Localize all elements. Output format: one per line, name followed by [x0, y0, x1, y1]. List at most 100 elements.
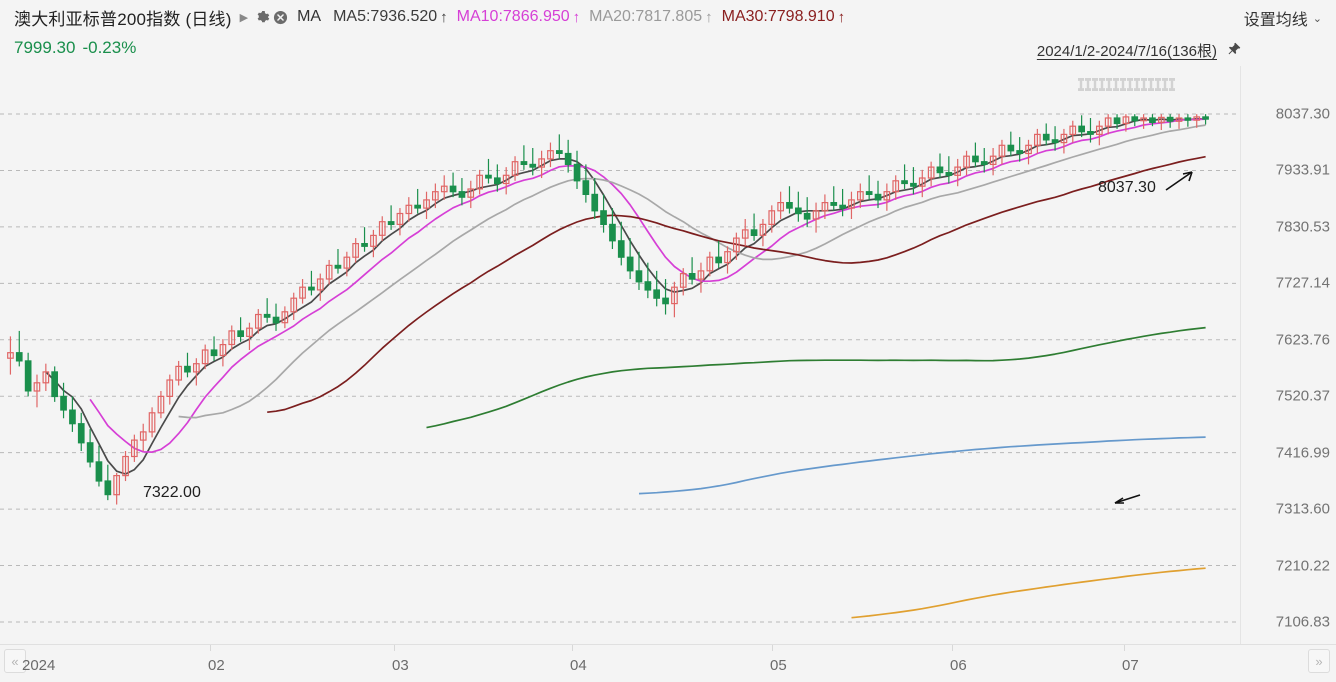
candle: [918, 169, 926, 198]
candle: [1007, 131, 1015, 157]
bar-marker: [1078, 78, 1084, 91]
candle: [51, 366, 59, 402]
ma-line-ma30: [267, 155, 1206, 414]
date-range[interactable]: 2024/1/2-2024/7/16(136根): [1036, 40, 1241, 61]
ma20-value: MA20:7817.805: [589, 8, 703, 25]
candle: [361, 227, 368, 252]
ma5-arrow: ↑: [440, 8, 448, 26]
candle: [883, 183, 891, 211]
candle: [529, 148, 537, 176]
candle: [998, 139, 1006, 165]
time-axis-label: 06: [950, 657, 967, 674]
bar-marker: [1085, 78, 1091, 91]
candle: [1087, 117, 1094, 143]
bar-marker: [1092, 78, 1098, 91]
price-axis[interactable]: 8037.30 7933.91 7830.53 7727.14 7623.76 7520.…: [1240, 66, 1336, 644]
candle: [157, 390, 165, 419]
ma-line-ma120: [638, 436, 1206, 495]
candle: [591, 178, 599, 219]
candle: [148, 407, 156, 438]
chart-plot-area[interactable]: 8037.30 7322.00: [0, 66, 1240, 644]
candle: [547, 142, 554, 168]
price-axis-label: 7416.99: [1275, 444, 1330, 462]
candle: [1078, 115, 1086, 138]
price-axis-label: 7520.37: [1275, 387, 1330, 405]
candle: [131, 434, 138, 462]
candle: [777, 191, 785, 219]
candle: [865, 175, 873, 200]
scroll-left-icon[interactable]: «: [4, 649, 26, 673]
candle: [1122, 114, 1130, 132]
price-axis-label: 7210.22: [1275, 557, 1330, 575]
candle: [219, 339, 227, 367]
price-summary: 7999.30 -0.23%: [14, 36, 136, 60]
candle: [7, 336, 14, 375]
candle: [1042, 123, 1050, 146]
candle: [520, 145, 528, 170]
candle: [830, 186, 838, 211]
candle: [963, 150, 970, 176]
candle: [1149, 114, 1156, 127]
chart-header: 澳大利亚标普200指数 (日线) ▶ MA MA5:7936.520 ↑ MA1…: [0, 0, 1336, 34]
candle: [1069, 120, 1077, 143]
candle: [42, 363, 50, 391]
high-annotation: 8037.30: [1098, 179, 1156, 196]
date-range-label[interactable]: 2024/1/2-2024/7/16(136根): [1036, 43, 1217, 60]
candle: [77, 412, 85, 452]
candle: [316, 273, 324, 301]
chevron-down-icon: ⌄: [1312, 12, 1322, 25]
candle: [892, 175, 900, 200]
scroll-right-icon[interactable]: »: [1308, 649, 1330, 673]
candle: [237, 317, 244, 342]
candle: [874, 180, 882, 209]
bar-marker: [1134, 78, 1140, 91]
candle: [15, 330, 23, 367]
candle: [405, 197, 413, 222]
candle: [272, 303, 280, 331]
candle: [414, 188, 421, 214]
bar-marker: [1127, 78, 1133, 91]
candle: [228, 325, 236, 351]
candle: [989, 148, 997, 176]
time-axis-label: 03: [392, 657, 409, 674]
time-axis-tick: [952, 645, 953, 651]
play-icon[interactable]: ▶: [239, 11, 249, 24]
candle: [839, 188, 847, 217]
time-axis-label: 04: [570, 657, 587, 674]
ma-line-ma60: [426, 326, 1206, 429]
ma30-value: MA30:7798.910: [721, 8, 835, 25]
candle: [1184, 114, 1192, 127]
candle: [927, 161, 935, 187]
candle: [440, 175, 448, 200]
close-icon[interactable]: [273, 10, 288, 25]
low-annotation: 7322.00: [143, 484, 201, 501]
time-axis-label: 02: [208, 657, 225, 674]
bar-marker: [1113, 78, 1119, 91]
time-axis-tick: [210, 645, 211, 651]
ma10-value: MA10:7866.950: [456, 8, 570, 25]
candle: [122, 451, 129, 482]
pin-icon[interactable]: [1220, 38, 1244, 62]
time-axis[interactable]: « » 2024 02 03 04 05 06 07: [0, 644, 1336, 682]
price-axis-label: 7313.60: [1275, 500, 1330, 518]
candle: [1166, 114, 1174, 128]
settings-ma-button[interactable]: 设置均线 ⌄: [1244, 6, 1322, 30]
price-axis-label: 7106.83: [1275, 613, 1330, 631]
ma-line-ma250: [851, 567, 1206, 619]
candle: [60, 382, 67, 419]
price-axis-label: 7830.53: [1275, 218, 1330, 236]
bar-marker-strip: [1078, 78, 1175, 91]
gear-icon[interactable]: [255, 10, 270, 25]
candle: [617, 221, 625, 266]
candlestick-svg[interactable]: [0, 66, 1240, 644]
candle: [1175, 114, 1183, 129]
time-axis-tick: [772, 645, 773, 651]
bar-marker: [1162, 78, 1168, 91]
candle: [803, 197, 811, 228]
candle: [564, 139, 572, 173]
candle: [33, 374, 41, 408]
ma20-arrow: ↑: [705, 8, 713, 26]
candle: [671, 281, 678, 318]
candle: [387, 205, 395, 230]
